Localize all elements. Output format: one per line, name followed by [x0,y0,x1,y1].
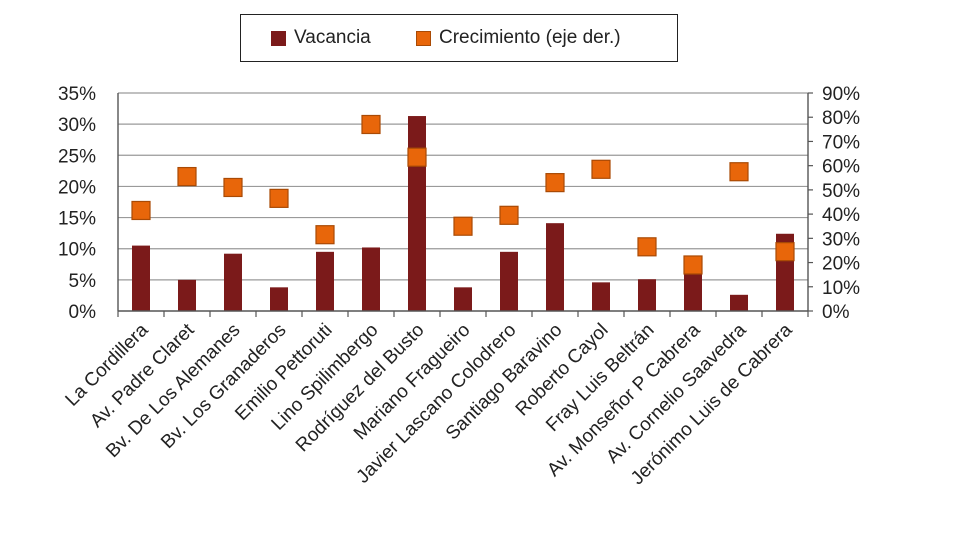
y-left-tick-label: 0% [69,302,97,323]
bar-vacancia [730,294,748,311]
legend-swatch-vacancia [271,30,286,46]
y-left-tick-label: 5% [69,271,97,292]
marker-crecimiento [269,188,289,208]
marker-crecimiento [453,216,473,236]
y-right-tick-label: 60% [822,157,860,178]
bar-vacancia [546,223,564,311]
bar-vacancia [592,282,610,311]
y-right-tick-label: 70% [822,132,860,153]
bar-series-vacancia [132,116,794,311]
gridlines [118,92,808,281]
y-left-tick-label: 35% [58,84,96,105]
bar-vacancia [500,251,518,311]
bar-vacancia [132,245,150,311]
y-left-tick-label: 20% [58,177,96,198]
marker-crecimiento [683,255,703,275]
axes [117,92,813,317]
legend-item-vacancia: Vacancia [271,27,371,49]
marker-crecimiento [131,200,151,221]
marker-crecimiento [729,162,749,182]
marker-crecimiento [637,237,657,257]
marker-crecimiento [545,173,565,193]
marker-crecimiento [223,177,243,198]
legend-label-crecimiento: Crecimiento (eje der.) [439,27,621,48]
y-right-tick-label: 50% [822,181,860,202]
bar-vacancia [638,279,656,311]
y-right-tick-label: 40% [822,205,860,226]
marker-crecimiento [775,242,795,262]
marker-crecimiento [591,159,611,179]
y-left-tick-label: 10% [58,240,96,261]
bar-vacancia [454,287,472,311]
y-right-tick-label: 20% [822,254,860,275]
y-right-tick-label: 0% [822,302,850,323]
bar-vacancia [316,251,334,311]
bar-vacancia [362,247,380,311]
marker-crecimiento [407,147,427,167]
marker-crecimiento [315,225,335,245]
bar-vacancia [224,253,242,311]
bar-vacancia [178,279,196,311]
y-right-tick-label: 10% [822,278,860,299]
y-right-tick-label: 30% [822,229,860,250]
y-left-tick-label: 25% [58,146,96,167]
legend-label-vacancia: Vacancia [294,27,371,48]
legend-item-crecimiento: Crecimiento (eje der.) [416,27,621,49]
marker-crecimiento [361,114,381,135]
legend: Vacancia Crecimiento (eje der.) [240,14,678,62]
bar-vacancia [408,116,426,311]
y-right-tick-label: 90% [822,84,860,105]
marker-crecimiento [499,205,519,225]
bar-vacancia [684,269,702,311]
y-left-tick-label: 15% [58,209,96,230]
marker-series-crecimiento [131,114,795,275]
y-left-tick-label: 30% [58,115,96,136]
bar-vacancia [270,287,288,311]
y-right-tick-label: 80% [822,108,860,129]
legend-swatch-crecimiento [416,30,431,46]
marker-crecimiento [177,166,197,187]
